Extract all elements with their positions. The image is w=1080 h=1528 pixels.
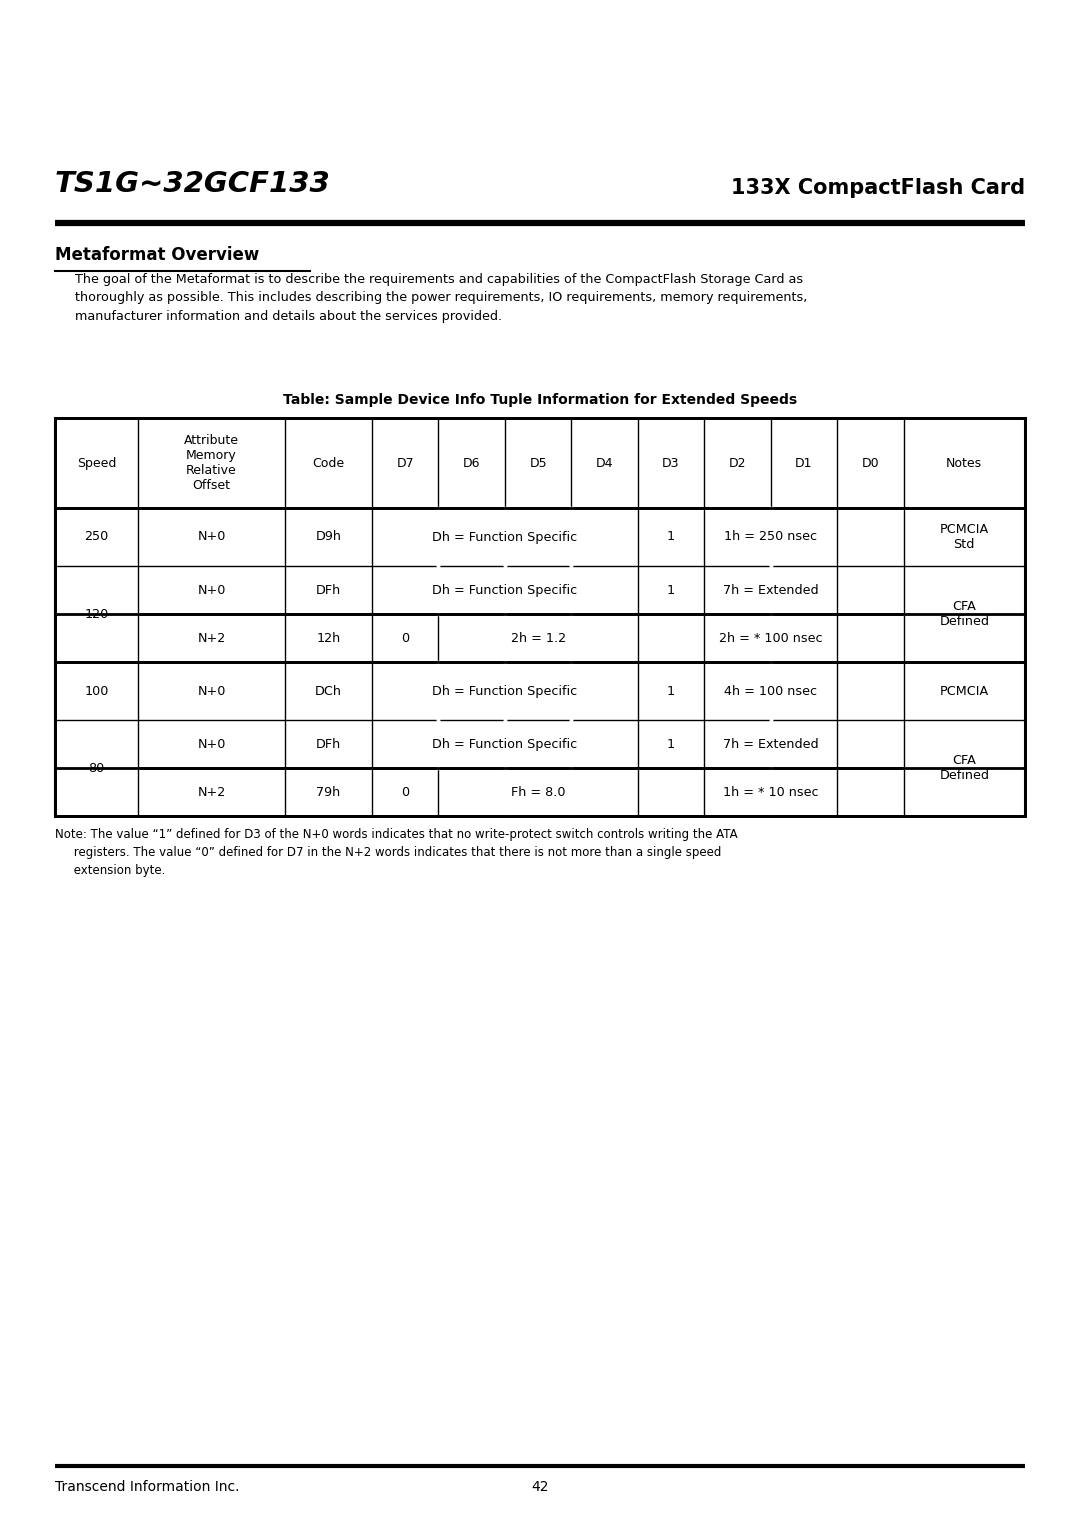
Text: Dh = Function Specific: Dh = Function Specific: [432, 530, 578, 544]
Text: 0: 0: [401, 631, 409, 645]
Text: 0: 0: [401, 785, 409, 799]
Text: Metaformat Overview: Metaformat Overview: [55, 246, 259, 264]
Text: 1h = * 10 nsec: 1h = * 10 nsec: [723, 785, 819, 799]
Text: Note: The value “1” defined for D3 of the N+0 words indicates that no write-prot: Note: The value “1” defined for D3 of th…: [55, 828, 738, 877]
Text: 7h = Extended: 7h = Extended: [723, 738, 819, 750]
Text: Table: Sample Device Info Tuple Information for Extended Speeds: Table: Sample Device Info Tuple Informat…: [283, 393, 797, 406]
Text: Fh = 8.0: Fh = 8.0: [511, 785, 565, 799]
Text: 120: 120: [84, 608, 109, 620]
Text: N+0: N+0: [198, 584, 226, 596]
Text: D9h: D9h: [315, 530, 341, 544]
Text: 1: 1: [667, 584, 675, 596]
Text: D1: D1: [795, 457, 812, 469]
Text: Transcend Information Inc.: Transcend Information Inc.: [55, 1481, 240, 1494]
Text: 79h: 79h: [316, 785, 340, 799]
Text: D0: D0: [862, 457, 879, 469]
Text: D7: D7: [396, 457, 414, 469]
Text: 42: 42: [531, 1481, 549, 1494]
Text: Dh = Function Specific: Dh = Function Specific: [432, 685, 578, 697]
Text: 80: 80: [89, 761, 105, 775]
Text: DFh: DFh: [315, 738, 341, 750]
Bar: [55, 419, 1025, 816]
Text: N+2: N+2: [198, 785, 226, 799]
Text: 12h: 12h: [316, 631, 340, 645]
Text: D2: D2: [729, 457, 746, 469]
Text: CFA
Defined: CFA Defined: [940, 601, 989, 628]
Text: CFA
Defined: CFA Defined: [940, 753, 989, 782]
Text: 1h = 250 nsec: 1h = 250 nsec: [725, 530, 818, 544]
Text: N+0: N+0: [198, 530, 226, 544]
Text: D6: D6: [463, 457, 481, 469]
Text: N+0: N+0: [198, 738, 226, 750]
Text: 4h = 100 nsec: 4h = 100 nsec: [725, 685, 818, 697]
Text: DCh: DCh: [315, 685, 342, 697]
Text: DFh: DFh: [315, 584, 341, 596]
Text: 250: 250: [84, 530, 109, 544]
Text: 1: 1: [667, 738, 675, 750]
Text: N+0: N+0: [198, 685, 226, 697]
Text: Dh = Function Specific: Dh = Function Specific: [432, 738, 578, 750]
Text: D5: D5: [529, 457, 546, 469]
Text: 1: 1: [667, 685, 675, 697]
Text: Attribute
Memory
Relative
Offset: Attribute Memory Relative Offset: [184, 434, 239, 492]
Text: Code: Code: [312, 457, 345, 469]
Text: PCMCIA: PCMCIA: [940, 685, 989, 697]
Text: Dh = Function Specific: Dh = Function Specific: [432, 584, 578, 596]
Text: TS1G~32GCF133: TS1G~32GCF133: [55, 170, 330, 199]
Text: N+2: N+2: [198, 631, 226, 645]
Text: 100: 100: [84, 685, 109, 697]
Text: D3: D3: [662, 457, 679, 469]
Text: Speed: Speed: [77, 457, 117, 469]
Text: 7h = Extended: 7h = Extended: [723, 584, 819, 596]
Text: PCMCIA
Std: PCMCIA Std: [940, 523, 989, 552]
Text: 1: 1: [667, 530, 675, 544]
Bar: [55, 419, 1025, 816]
Text: 2h = * 100 nsec: 2h = * 100 nsec: [719, 631, 823, 645]
Text: Notes: Notes: [946, 457, 983, 469]
Text: 133X CompactFlash Card: 133X CompactFlash Card: [731, 177, 1025, 199]
Text: 2h = 1.2: 2h = 1.2: [511, 631, 566, 645]
Text: The goal of the Metaformat is to describe the requirements and capabilities of t: The goal of the Metaformat is to describ…: [75, 274, 808, 322]
Text: D4: D4: [596, 457, 613, 469]
